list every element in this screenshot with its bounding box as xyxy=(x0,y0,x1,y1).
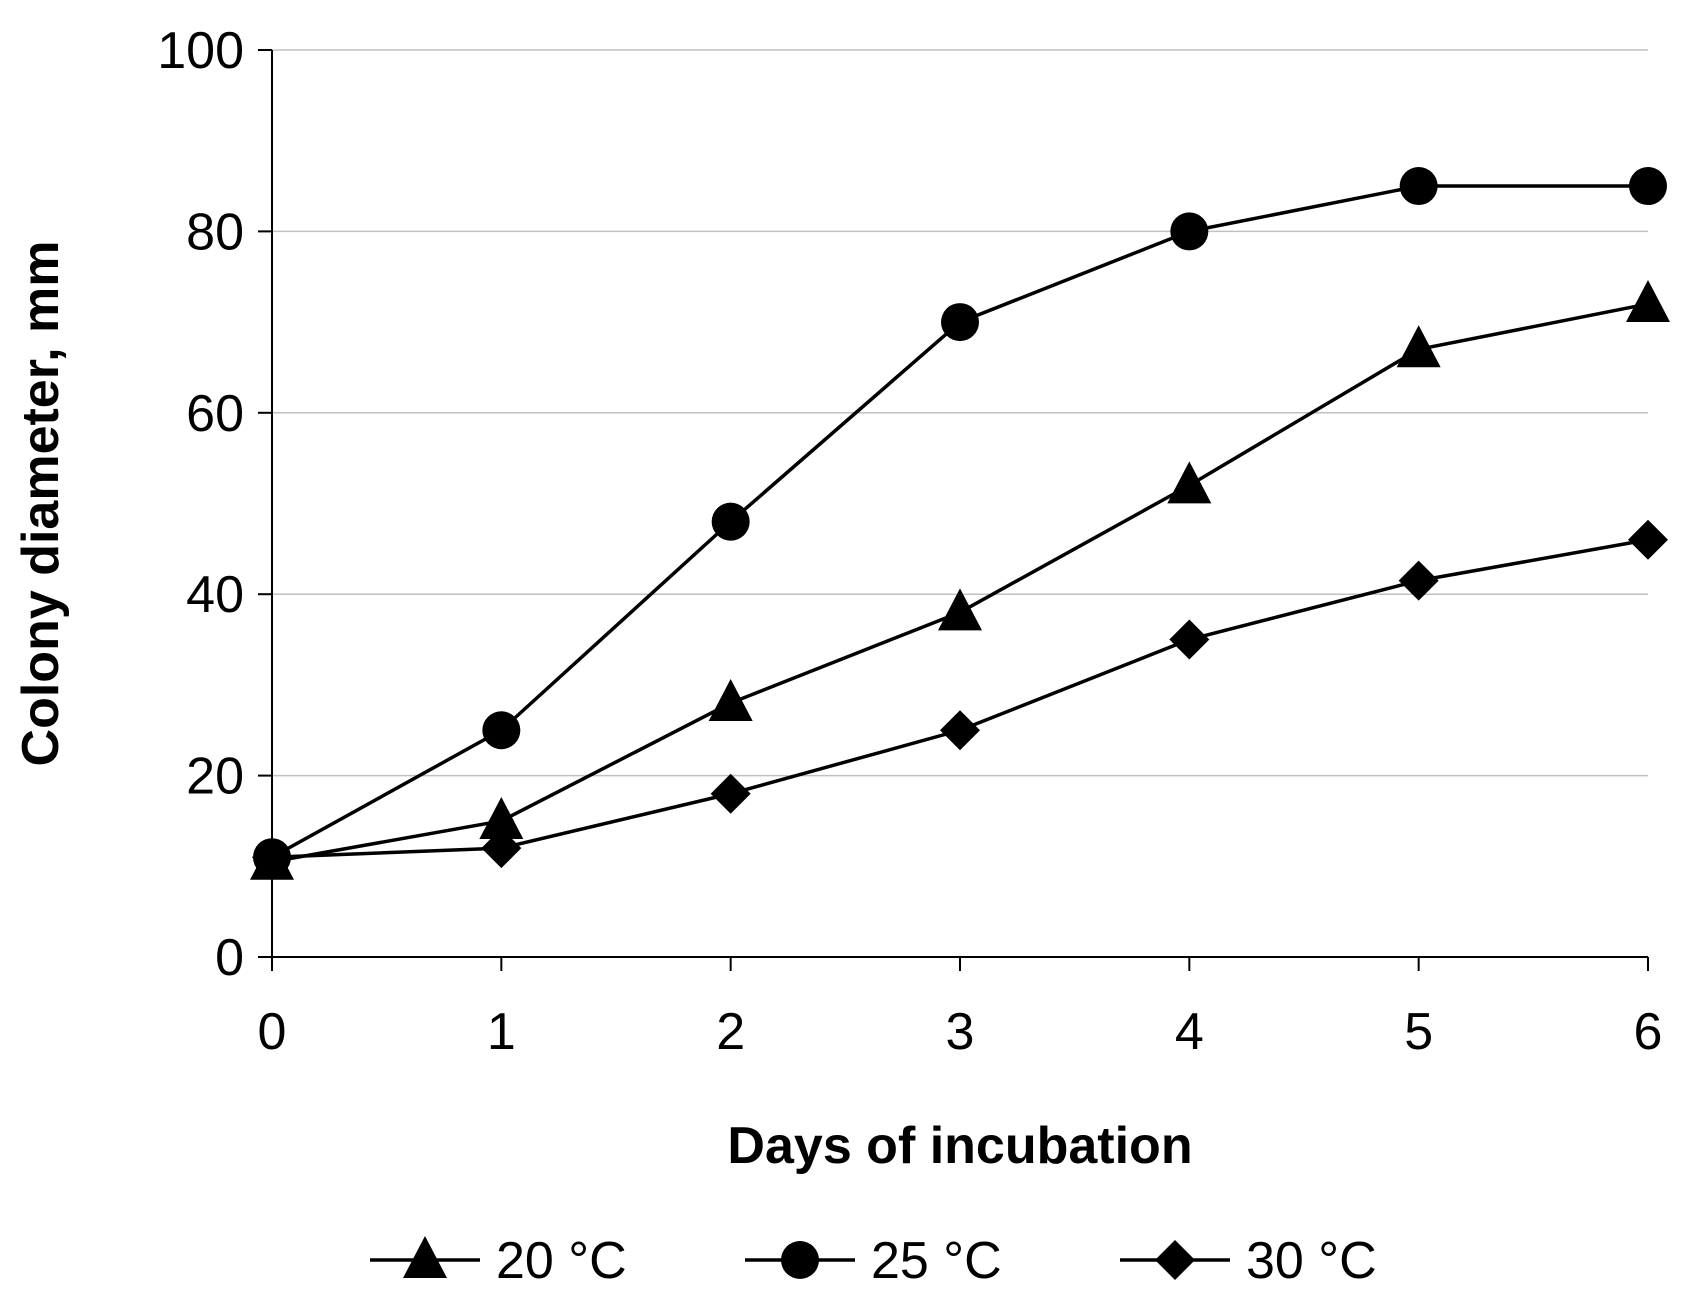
x-tick-label: 5 xyxy=(1404,1003,1433,1061)
data-point xyxy=(1629,167,1667,206)
x-tick-label: 0 xyxy=(258,1003,287,1061)
data-point xyxy=(252,837,292,878)
y-tick-label: 20 xyxy=(186,748,244,806)
legend-label: 25 °C xyxy=(871,1232,1002,1290)
data-point xyxy=(1399,167,1438,206)
series-line xyxy=(271,184,1648,859)
legend-marker-circle-icon xyxy=(781,1241,819,1279)
y-tick-label: 80 xyxy=(186,203,244,261)
y-axis-title: Colony diameter, mm xyxy=(12,241,70,767)
legend-label: 30 °C xyxy=(1246,1232,1377,1290)
series-triangle xyxy=(250,279,1670,880)
data-point xyxy=(482,711,521,750)
x-tick-label: 4 xyxy=(1175,1003,1204,1061)
x-tick-label: 3 xyxy=(946,1003,975,1061)
data-point xyxy=(1170,212,1209,251)
series-layer xyxy=(250,167,1670,880)
x-tick-label: 1 xyxy=(487,1003,516,1061)
y-tick-label: 100 xyxy=(157,22,244,80)
legend: 20 °C 25 °C 30 °C xyxy=(370,1232,1377,1290)
data-point xyxy=(479,796,524,839)
data-point xyxy=(940,710,980,751)
gridlines xyxy=(272,49,1648,777)
y-tick-label: 40 xyxy=(186,566,244,624)
series-diamond xyxy=(252,519,1668,878)
legend-entry: 30 °C xyxy=(1120,1232,1377,1290)
y-tick-label: 60 xyxy=(186,385,244,443)
data-point xyxy=(1626,279,1670,322)
x-tick-label: 6 xyxy=(1634,1003,1663,1061)
data-point xyxy=(1396,325,1441,368)
series-line xyxy=(271,302,1649,864)
legend-marker-diamond-icon xyxy=(1155,1240,1195,1280)
x-axis-title: Days of incubation xyxy=(727,1117,1192,1175)
data-point xyxy=(711,502,750,541)
data-point xyxy=(708,679,753,722)
axes: 0 20 40 60 80 100 0 1 2 3 4 5 6 xyxy=(157,22,1662,1061)
legend-marker-triangle-icon xyxy=(403,1236,447,1278)
data-point xyxy=(1169,619,1210,660)
series-circle xyxy=(253,167,1667,877)
x-tick-label: 2 xyxy=(716,1003,745,1061)
legend-label: 20 °C xyxy=(496,1232,627,1290)
y-tick-label: 0 xyxy=(215,929,244,987)
data-point xyxy=(710,773,751,814)
data-point xyxy=(1398,560,1439,601)
data-point xyxy=(941,303,979,342)
data-point xyxy=(1628,519,1668,560)
data-point xyxy=(481,828,522,869)
legend-entry: 20 °C xyxy=(370,1232,627,1290)
data-point xyxy=(1167,461,1212,504)
legend-entry: 25 °C xyxy=(745,1232,1002,1290)
series-line xyxy=(271,538,1649,859)
data-point xyxy=(938,588,982,631)
